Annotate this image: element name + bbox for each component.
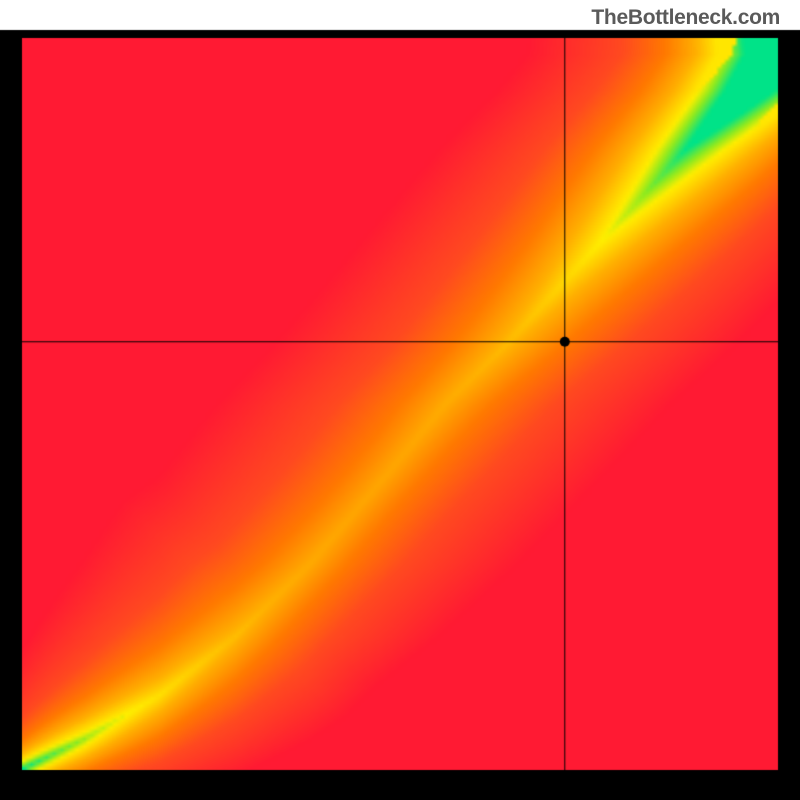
- bottleneck-heatmap-canvas: [0, 0, 800, 800]
- chart-container: TheBottleneck.com: [0, 0, 800, 800]
- watermark-text: TheBottleneck.com: [591, 6, 780, 30]
